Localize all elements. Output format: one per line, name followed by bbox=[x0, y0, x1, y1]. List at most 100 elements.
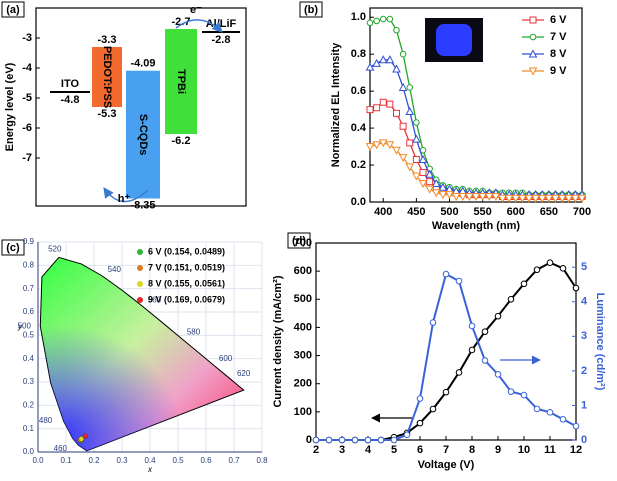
marker bbox=[398, 82, 408, 91]
x-tick-label: 2 bbox=[313, 444, 319, 456]
marker bbox=[455, 369, 463, 376]
marker bbox=[338, 436, 346, 444]
marker bbox=[520, 391, 528, 399]
y-tick-label: 500 bbox=[294, 293, 312, 305]
marker bbox=[386, 100, 394, 108]
marker bbox=[351, 436, 359, 444]
bottom-value: -5.3 bbox=[98, 108, 117, 120]
y2-tick-label: 2 bbox=[581, 365, 587, 377]
marker bbox=[471, 192, 481, 202]
marker bbox=[559, 415, 567, 423]
panel-label: (c) bbox=[6, 242, 20, 254]
line bbox=[369, 101, 582, 198]
marker bbox=[481, 357, 489, 364]
legend-dot bbox=[137, 265, 143, 271]
x-axis-label: Wavelength (nm) bbox=[432, 220, 521, 232]
electron-arrow bbox=[175, 19, 223, 33]
cie-point bbox=[78, 436, 85, 442]
marker bbox=[392, 64, 401, 73]
marker bbox=[484, 192, 494, 202]
marker bbox=[399, 50, 407, 58]
x-tick-label: 550 bbox=[473, 206, 491, 218]
x-tick-label: 0.8 bbox=[256, 456, 268, 465]
y-tick-label: 400 bbox=[294, 321, 312, 333]
marker bbox=[418, 180, 428, 189]
series-markers bbox=[312, 270, 580, 444]
x-tick-label: 3 bbox=[339, 444, 345, 456]
marker bbox=[494, 371, 502, 378]
y-tick-label: 0.8 bbox=[351, 48, 366, 60]
marker bbox=[312, 436, 320, 444]
x-tick-label: 0.0 bbox=[32, 456, 44, 465]
inset-glow bbox=[436, 24, 472, 56]
x-tick-label: 600 bbox=[507, 206, 525, 218]
marker bbox=[498, 194, 507, 203]
marker bbox=[403, 431, 411, 439]
marker bbox=[431, 178, 441, 188]
bottom-value: -8.35 bbox=[130, 199, 155, 211]
marker bbox=[413, 119, 420, 126]
y-tick-label: 0.0 bbox=[351, 196, 366, 208]
y-tick-label: 100 bbox=[294, 406, 312, 418]
hole-arrow bbox=[103, 187, 149, 203]
x-axis-label: x bbox=[147, 465, 153, 474]
marker bbox=[416, 395, 424, 402]
marker bbox=[373, 104, 381, 112]
marker bbox=[366, 19, 374, 27]
marker bbox=[442, 270, 450, 278]
y2-tick-label: 1 bbox=[581, 399, 587, 411]
x-tick-label: 5 bbox=[391, 444, 397, 456]
x-tick-label: 6 bbox=[417, 444, 423, 456]
x-tick-label: 7 bbox=[443, 444, 449, 456]
series-markers bbox=[312, 259, 580, 444]
y2-tick-label: 3 bbox=[581, 330, 587, 342]
marker bbox=[426, 178, 434, 186]
series-markers bbox=[366, 98, 586, 200]
marker bbox=[551, 194, 560, 203]
y-tick-label: 0.7 bbox=[23, 284, 35, 293]
marker bbox=[438, 182, 448, 191]
x-tick-label: 700 bbox=[573, 206, 591, 218]
energy-box bbox=[126, 70, 160, 199]
x-tick-label: 0.5 bbox=[172, 456, 184, 465]
marker bbox=[429, 319, 437, 326]
marker bbox=[564, 194, 574, 203]
bottom-value: -6.2 bbox=[172, 135, 191, 147]
marker bbox=[365, 62, 375, 71]
wavelength-label: 620 bbox=[237, 369, 251, 378]
marker bbox=[416, 419, 424, 427]
legend-label: 9 V bbox=[550, 65, 567, 77]
cie-point bbox=[82, 433, 89, 439]
x-tick-label: 11 bbox=[544, 444, 556, 456]
y2-axis-label: Luminance (cd/m²) bbox=[594, 293, 606, 391]
x-axis-label: Voltage (V) bbox=[418, 459, 475, 471]
marker bbox=[385, 55, 395, 64]
x-tick-label: 4 bbox=[365, 444, 372, 456]
y-tick-label: 0.6 bbox=[351, 85, 366, 97]
y-tick-label: 0.2 bbox=[23, 400, 35, 409]
y2-tick-label: 4 bbox=[581, 296, 588, 308]
marker bbox=[398, 154, 408, 163]
y-tick-label: 0.3 bbox=[23, 377, 35, 386]
x-tick-label: 8 bbox=[469, 444, 475, 456]
marker bbox=[406, 84, 414, 91]
y-tick-label: -6 bbox=[22, 122, 32, 134]
marker bbox=[325, 436, 333, 444]
marker bbox=[559, 265, 567, 272]
panel-label: (d) bbox=[292, 235, 306, 247]
marker bbox=[393, 109, 400, 117]
y-tick-label: -7 bbox=[22, 152, 32, 164]
plot-frame bbox=[369, 7, 583, 203]
wavelength-label: 540 bbox=[108, 265, 122, 274]
y-tick-label: 0.8 bbox=[23, 260, 35, 269]
marker bbox=[571, 194, 580, 203]
marker bbox=[438, 191, 448, 200]
top-value: -4.09 bbox=[130, 58, 155, 70]
y-tick-label: 0.9 bbox=[23, 237, 35, 246]
x-tick-label: 500 bbox=[440, 206, 458, 218]
top-value: -2.7 bbox=[172, 16, 191, 28]
wavelength-label: 600 bbox=[219, 354, 233, 363]
marker bbox=[365, 143, 375, 152]
marker bbox=[546, 409, 554, 416]
marker bbox=[465, 192, 474, 202]
